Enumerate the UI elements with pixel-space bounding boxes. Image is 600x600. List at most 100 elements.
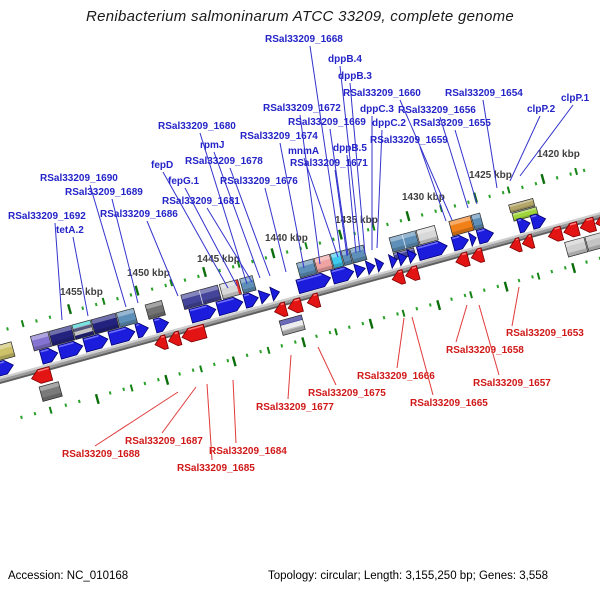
gene-arrow-highlight xyxy=(411,266,417,270)
gene-box-highlight xyxy=(330,251,342,259)
gene-label-forward: clpP.1 xyxy=(561,93,590,104)
gene-arrow-highlight xyxy=(569,222,577,226)
gene-box-shade xyxy=(282,325,306,336)
gene-box xyxy=(0,341,16,362)
tick-mark xyxy=(420,213,424,217)
tick-mark xyxy=(169,279,174,287)
gene-label-reverse: RSal33209_1677 xyxy=(256,402,334,413)
gene-arrow-reverse xyxy=(579,216,598,233)
gene-box-highlight xyxy=(296,258,315,268)
gene-box-shade xyxy=(42,392,63,402)
gene-box-outline xyxy=(511,206,539,222)
gene-box-highlight xyxy=(91,313,117,325)
tick-mark xyxy=(67,304,72,315)
gene-label-forward: RSal33209_1681 xyxy=(162,196,240,207)
gene-box xyxy=(508,198,535,213)
tick-mark xyxy=(178,372,181,376)
gene-label-forward: RSal33209_1668 xyxy=(265,34,343,45)
tick-mark xyxy=(226,358,230,363)
tick-mark xyxy=(334,328,338,336)
gene-box-outline xyxy=(144,300,166,320)
gene-box xyxy=(511,206,539,222)
tick-mark xyxy=(304,242,309,250)
gene-arrow-highlight xyxy=(135,323,140,327)
tick-mark xyxy=(453,204,457,208)
genome-track-line xyxy=(0,210,600,385)
gene-box-outline xyxy=(340,248,353,267)
leader-line xyxy=(162,171,229,289)
gene-box-shade xyxy=(567,248,588,258)
gene-arrow-highlight xyxy=(280,302,285,306)
gene-box-outline xyxy=(180,284,222,311)
gene-box-outline xyxy=(239,275,257,294)
leader-line xyxy=(511,286,520,327)
leader-line xyxy=(303,157,339,258)
gene-label-forward: RSal33209_1659 xyxy=(370,135,448,146)
gene-arrow-forward xyxy=(364,260,376,276)
gene-arrow-forward xyxy=(295,272,332,295)
leader-line xyxy=(399,99,453,221)
gene-arrow-reverse xyxy=(306,292,322,308)
gene-label-forward: RSal33209_1655 xyxy=(413,118,491,129)
gene-arrow-reverse xyxy=(547,225,565,242)
tick-mark xyxy=(401,309,406,317)
gene-box xyxy=(30,331,52,351)
gene-box-shade xyxy=(352,255,367,264)
leader-line xyxy=(54,222,63,321)
gene-arrow-highlight xyxy=(216,297,234,305)
tick-mark xyxy=(428,303,432,307)
gene-box-outline xyxy=(29,331,53,352)
gene-arrow-highlight xyxy=(174,332,178,335)
gene-box-shade xyxy=(299,269,317,278)
gene-box-outline xyxy=(48,324,76,347)
gene-arrow-highlight xyxy=(188,325,204,331)
leader-line xyxy=(299,114,321,265)
gene-arrow-reverse xyxy=(521,233,536,249)
gene-box-highlight xyxy=(39,381,60,392)
gene-label-forward: dppB.4 xyxy=(328,54,362,65)
tick-mark xyxy=(94,393,100,405)
gene-box xyxy=(330,251,344,269)
scale-label: 1440 kbp xyxy=(265,233,308,244)
figure-title: Renibacterium salmoninarum ATCC 33209, c… xyxy=(85,8,515,25)
gene-arrow-reverse xyxy=(509,237,523,253)
gene-box-outline xyxy=(296,258,318,279)
gene-arrow-reverse xyxy=(405,265,421,281)
tick-mark xyxy=(197,274,200,279)
gene-arrow-forward xyxy=(257,289,271,305)
scale-label: 1430 kbp xyxy=(402,192,445,203)
gene-arrow-reverse xyxy=(167,330,183,347)
tick-mark xyxy=(33,411,37,416)
gene-box-shade xyxy=(74,330,95,340)
gene-label-forward: RSal33209_1689 xyxy=(65,187,143,198)
gene-arrow-forward xyxy=(467,231,477,248)
gene-label-forward: dppB.3 xyxy=(338,71,372,82)
gene-box-stripe xyxy=(280,319,304,331)
gene-label-forward: RSal33209_1678 xyxy=(185,156,263,167)
tick-mark xyxy=(506,186,511,194)
gene-box-shade xyxy=(510,204,535,213)
tick-mark xyxy=(540,173,546,185)
gene-arrow-highlight xyxy=(294,298,300,302)
tick-mark xyxy=(482,288,486,292)
gene-label-forward: dppC.2 xyxy=(372,118,406,129)
tick-mark xyxy=(496,284,500,289)
gene-box xyxy=(145,300,166,320)
gene-label-reverse: RSal33209_1687 xyxy=(125,436,203,447)
gene-arrow-forward xyxy=(387,253,398,270)
gene-arrow-reverse xyxy=(181,323,208,343)
gene-arrow-forward xyxy=(152,317,170,334)
leader-line xyxy=(317,346,337,386)
gene-arrow-forward xyxy=(396,251,408,267)
tick-mark xyxy=(555,175,559,180)
gene-label-forward: RSal33209_1656 xyxy=(398,105,476,116)
scale-label: 1420 kbp xyxy=(537,149,580,160)
tick-mark xyxy=(315,334,318,339)
tick-mark xyxy=(366,227,370,232)
gene-box-highlight xyxy=(116,308,135,318)
gene-arrow-forward xyxy=(269,286,281,302)
tick-mark xyxy=(77,399,81,404)
gene-box-shade xyxy=(343,259,353,266)
gene-box-stripe xyxy=(74,330,95,340)
